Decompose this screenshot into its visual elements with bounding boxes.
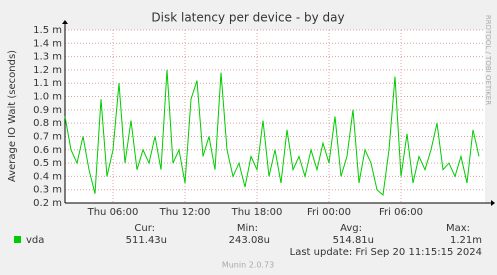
- legend-header: Min:: [237, 223, 258, 234]
- x-tick-label: Fri 06:00: [379, 207, 423, 218]
- y-tick-label: 0.2 m: [33, 198, 62, 209]
- legend-label: vda: [26, 235, 44, 246]
- last-update: Last update: Fri Sep 20 11:15:15 2024: [290, 247, 482, 258]
- legend-value: 1.21m: [450, 235, 482, 246]
- y-tick-label: 1.4 m: [33, 38, 62, 49]
- legend-value: 511.43u: [126, 235, 167, 246]
- y-tick-label: 0.3 m: [33, 185, 62, 196]
- y-tick-label: 0.9 m: [33, 105, 62, 116]
- y-tick-label: 1.2 m: [33, 65, 62, 76]
- side-label: RRDTOOL / TOBI OETIKER: [484, 15, 492, 105]
- legend-swatch: [14, 236, 21, 243]
- x-tick-label: Thu 06:00: [87, 207, 139, 218]
- y-axis-label: Average IO Wait (seconds): [7, 50, 18, 182]
- plot-area: [65, 30, 485, 203]
- legend-value: 514.81u: [333, 235, 374, 246]
- y-tick-label: 0.4 m: [33, 171, 62, 182]
- y-tick-label: 0.5 m: [33, 158, 62, 169]
- y-tick-label: 0.8 m: [33, 118, 62, 129]
- axis-arrow: [491, 200, 495, 206]
- x-tick-label: Fri 00:00: [307, 207, 351, 218]
- legend-header: Max:: [446, 223, 470, 234]
- legend-header: Cur:: [134, 223, 155, 234]
- legend-value: 243.08u: [229, 235, 270, 246]
- x-tick-label: Thu 12:00: [159, 207, 211, 218]
- y-tick-label: 1.5 m: [33, 25, 62, 36]
- legend-header: Avg:: [340, 223, 362, 234]
- y-tick-label: 0.6 m: [33, 145, 62, 156]
- y-tick-label: 1.1 m: [33, 78, 62, 89]
- y-tick-label: 0.7 m: [33, 131, 62, 142]
- axis-arrow: [62, 20, 68, 24]
- y-tick-label: 1.3 m: [33, 52, 62, 63]
- footer: Munin 2.0.73: [222, 261, 274, 270]
- x-tick-label: Thu 18:00: [231, 207, 283, 218]
- chart-title: Disk latency per device - by day: [151, 11, 344, 25]
- y-tick-label: 1.0 m: [33, 92, 62, 103]
- data-line: [64, 69, 480, 196]
